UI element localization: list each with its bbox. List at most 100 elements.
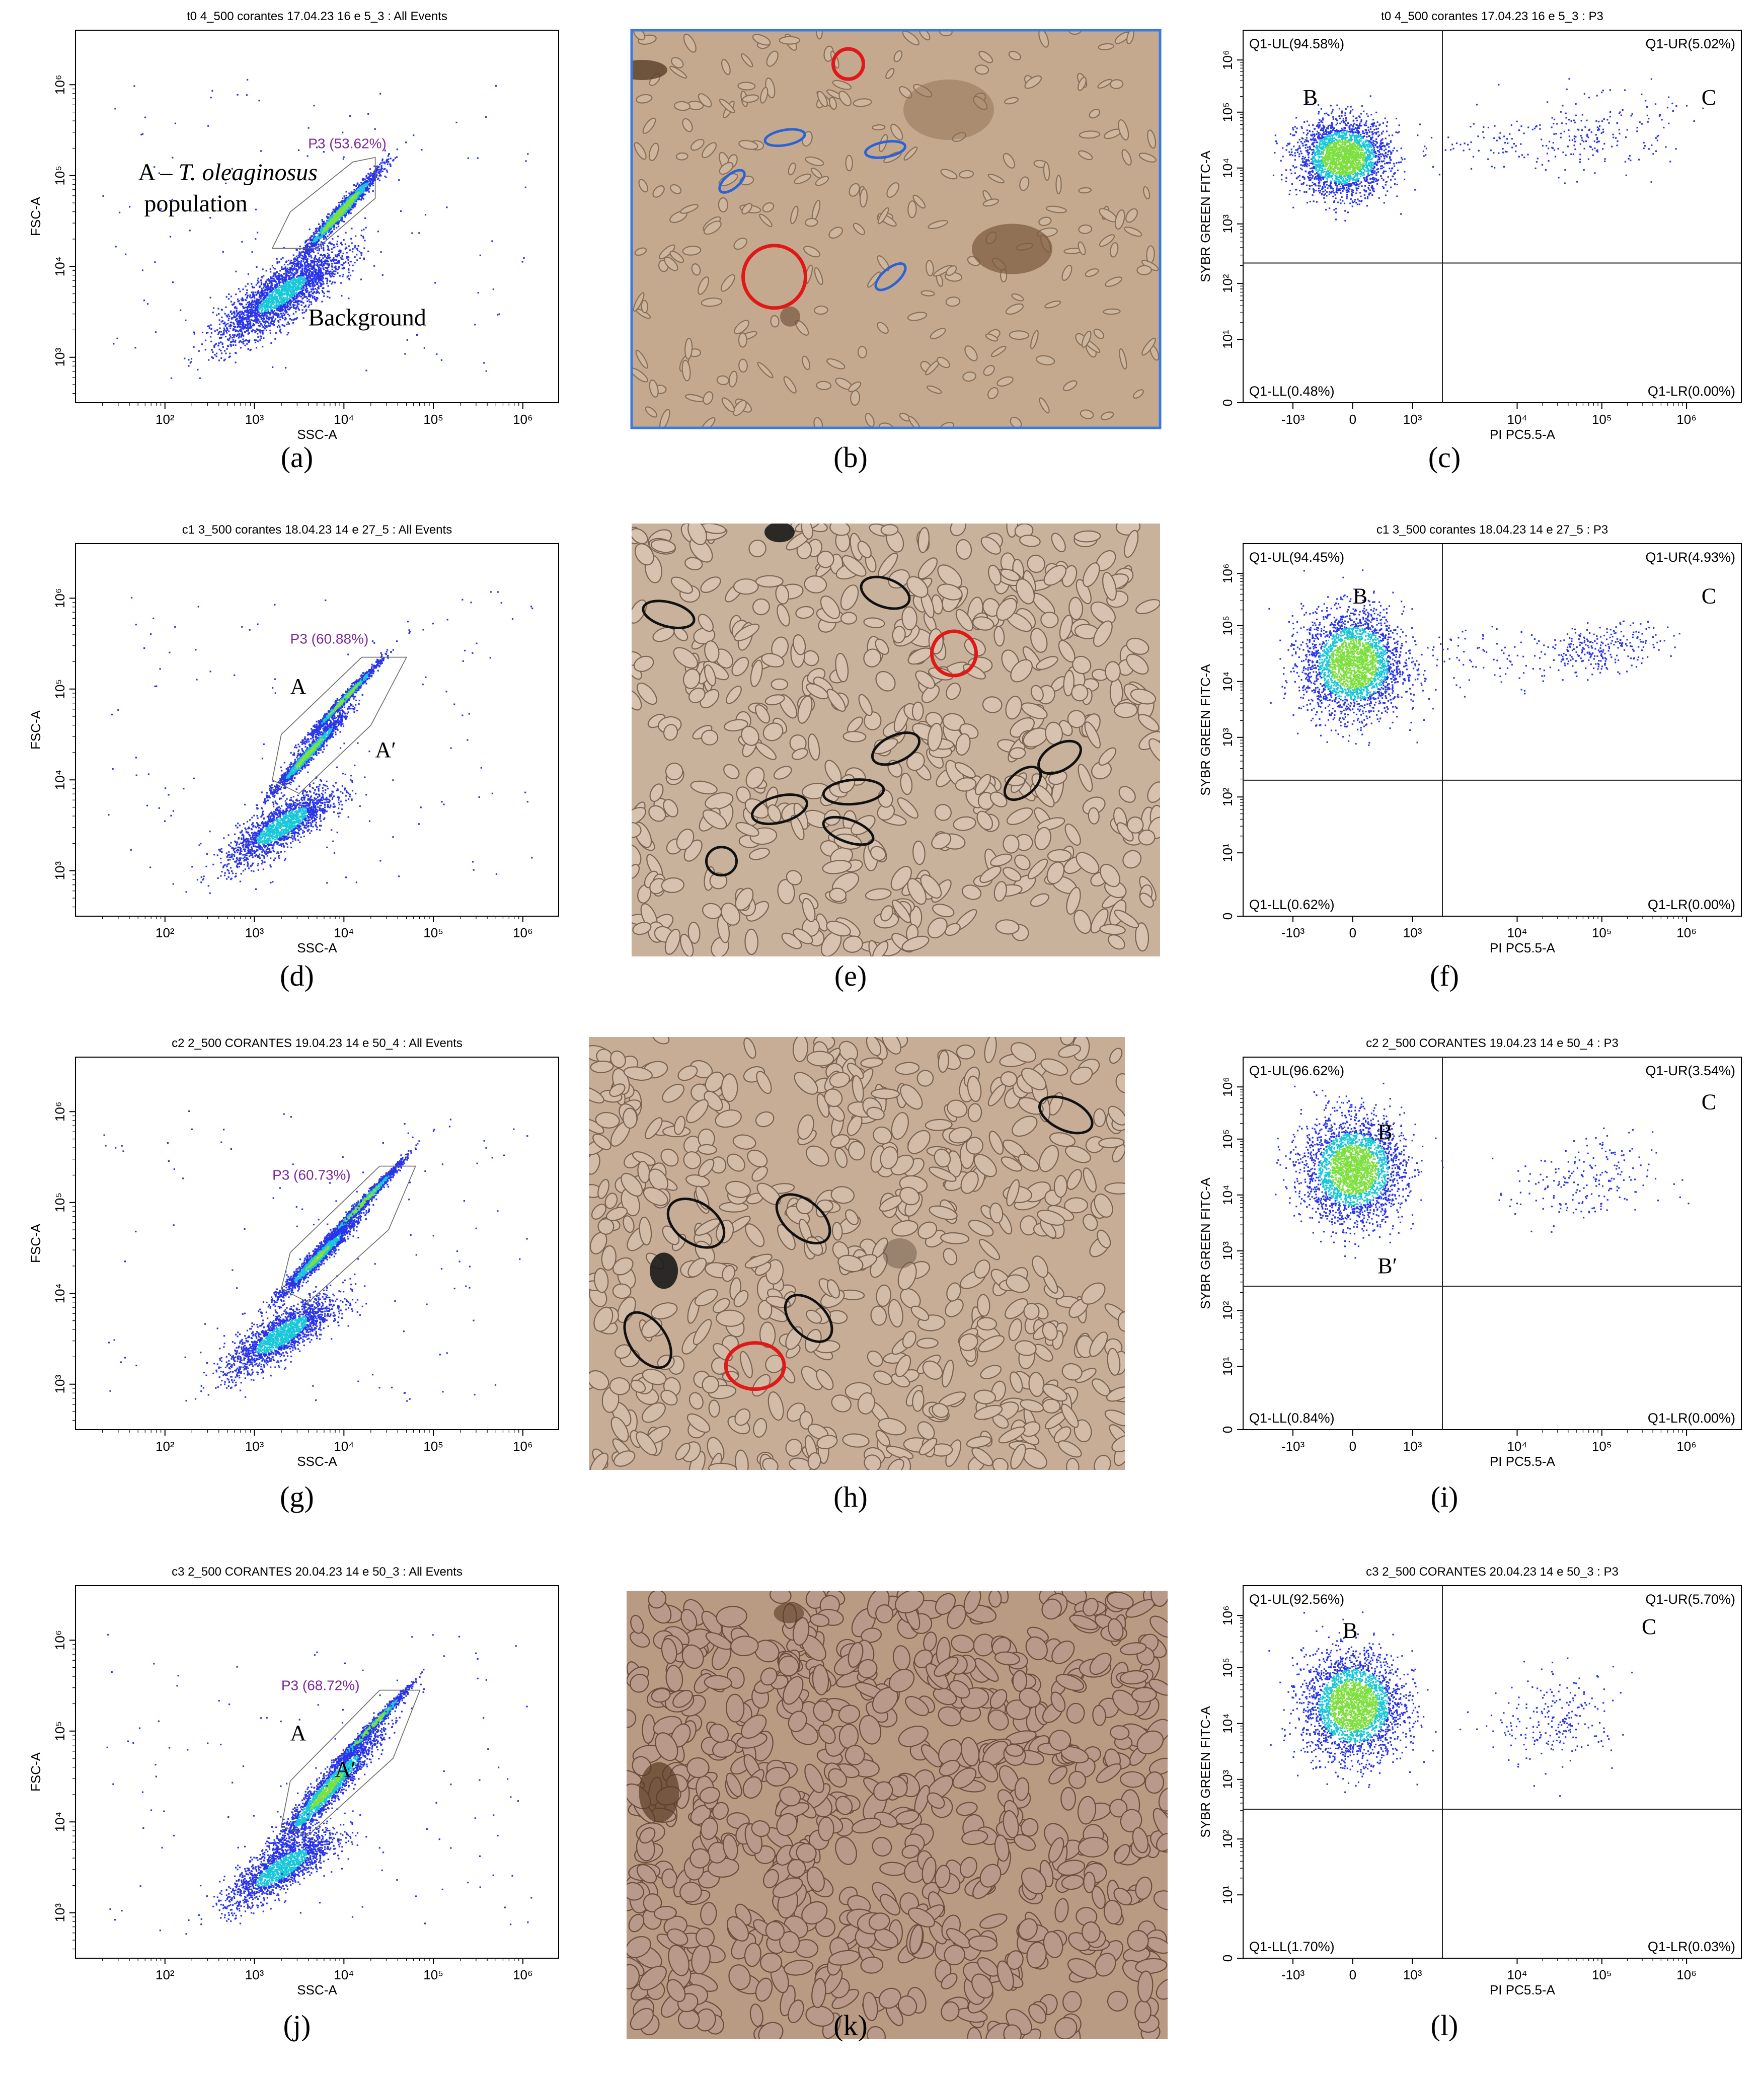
cluster-label: A′ [375, 737, 396, 762]
micrograph-k-svg [627, 1591, 1168, 2039]
event-points [1275, 1082, 1690, 1259]
marker-ellipse-blue [763, 128, 806, 147]
chart-f: c1 3_500 corantes 18.04.23 14 e 27_5 : P… [1183, 513, 1764, 1022]
marker-ellipse-black [1037, 739, 1082, 775]
y-tick-label: 10² [1220, 1301, 1235, 1320]
y-axis-label: SYBR GREEN FITC-A [1198, 1177, 1213, 1309]
chart-title: c2 2_500 CORANTES 19.04.23 14 e 50_4 : P… [1366, 1036, 1619, 1050]
quadrant-ur-label: Q1-UR(3.54%) [1645, 1063, 1735, 1078]
y-tick-label: 10¹ [1220, 843, 1235, 862]
gate-label: P3 (60.88%) [290, 631, 369, 647]
y-tick-label: 10⁵ [1220, 1129, 1235, 1149]
quadrant-lr-label: Q1-LR(0.00%) [1648, 897, 1735, 912]
gate-p3 [280, 1689, 421, 1836]
marker-ellipse-black [705, 846, 738, 877]
x-tick-label: 10⁴ [1507, 1967, 1527, 1982]
gate-label: P3 (53.62%) [308, 136, 387, 152]
plot-frame [1243, 30, 1742, 403]
y-tick-label: 10⁵ [1220, 616, 1235, 636]
cluster-label: A′ [335, 1757, 356, 1782]
y-tick-label: 10⁴ [52, 1283, 67, 1303]
y-tick-label: 10¹ [1220, 330, 1235, 349]
marker-ellipse-blue [718, 169, 746, 194]
x-tick-label: 10³ [245, 1439, 264, 1454]
gate-label: P3 (60.73%) [272, 1167, 351, 1183]
event-points [1268, 1611, 1633, 1797]
panel-caption-b: (b) [800, 440, 901, 474]
panel-caption-h: (h) [800, 1480, 901, 1514]
quadrant-ur-label: Q1-UR(5.02%) [1645, 36, 1735, 51]
cluster-label: B [1303, 85, 1318, 110]
x-tick-label: 0 [1349, 1439, 1356, 1454]
x-tick-label: 10⁴ [334, 925, 354, 940]
quadrant-ll-label: Q1-LL(0.62%) [1249, 897, 1335, 912]
panel-caption-i: (i) [1394, 1480, 1495, 1514]
y-tick-label: 10³ [52, 348, 67, 367]
event-points [1268, 569, 1680, 746]
panel-caption-k: (k) [800, 2009, 901, 2042]
x-tick-label: 10⁵ [423, 925, 443, 940]
y-tick-label: 10⁴ [52, 770, 67, 790]
x-tick-label: 10⁶ [513, 1439, 533, 1454]
y-tick-label: 10⁶ [52, 1101, 67, 1122]
y-axis-label: SYBR GREEN FITC-A [1198, 151, 1213, 282]
y-tick-label: 10⁵ [52, 1721, 67, 1741]
y-tick-label: 10⁶ [52, 588, 67, 608]
x-tick-label: 10⁴ [1507, 412, 1527, 427]
x-tick-label: 10⁴ [334, 412, 354, 427]
x-axis-label: SSC-A [297, 1454, 337, 1469]
micrograph-h-svg [589, 1037, 1125, 1470]
y-tick-label: 10⁶ [1220, 563, 1235, 583]
event-points [106, 1634, 532, 1935]
y-tick-label: 10⁴ [1220, 158, 1235, 178]
cluster-label: C [1702, 85, 1716, 110]
quadrant-ll-label: Q1-LL(0.84%) [1249, 1411, 1335, 1426]
x-tick-label: 10⁵ [1592, 1967, 1612, 1982]
panel-caption-g: (g) [247, 1480, 347, 1514]
x-tick-label: 10² [156, 1967, 175, 1982]
x-axis-label: SSC-A [297, 940, 337, 955]
quadrant-ll-label: Q1-LL(0.48%) [1249, 384, 1335, 399]
micrograph-k [589, 1555, 1170, 2064]
y-tick-label: 10⁶ [1220, 1077, 1235, 1097]
y-tick-label: 10⁴ [1220, 1714, 1235, 1734]
y-tick-label: 10⁶ [52, 75, 67, 95]
y-tick-label: 10⁵ [52, 1193, 67, 1213]
chart-title: c2 2_500 CORANTES 19.04.23 14 e 50_4 : A… [172, 1036, 463, 1050]
quadrant-ur-label: Q1-UR(5.70%) [1645, 1592, 1735, 1607]
x-tick-label: -10³ [1281, 412, 1305, 427]
marker-ellipse-black [1038, 1095, 1094, 1135]
x-tick-label: 10⁶ [513, 925, 533, 940]
x-tick-label: 10⁴ [1507, 1439, 1527, 1454]
chart-d-svg: c1 3_500 corantes 18.04.23 14 e 27_5 : A… [28, 523, 559, 955]
x-tick-label: 10³ [245, 925, 264, 940]
x-axis-label: PI PC5.5-A [1490, 427, 1556, 442]
x-tick-label: 10⁵ [1592, 1439, 1612, 1454]
x-tick-label: -10³ [1281, 925, 1305, 940]
quadrant-ll-label: Q1-LL(1.70%) [1249, 1939, 1335, 1954]
x-tick-label: 10⁵ [1592, 412, 1612, 427]
plot-frame [1243, 1585, 1742, 1959]
x-tick-label: 10⁶ [513, 1967, 533, 1982]
gate-label: P3 (68.72%) [281, 1678, 360, 1693]
chart-g: c2 2_500 CORANTES 19.04.23 14 e 50_4 : A… [0, 1027, 581, 1535]
y-tick-label: 10³ [52, 1903, 67, 1922]
chart-a: t0 4_500 corantes 17.04.23 16 e 5_3 : Al… [0, 0, 581, 508]
chart-j-svg: c3 2_500 CORANTES 20.04.23 14 e 50_3 : A… [28, 1565, 559, 1997]
gate-p3 [271, 157, 376, 249]
marker-ellipse-black [623, 1311, 672, 1369]
event-points [102, 79, 529, 379]
quadrant-ul-label: Q1-UL(92.56%) [1249, 1592, 1344, 1607]
quadrant-lr-label: Q1-LR(0.00%) [1648, 384, 1735, 399]
panel-caption-e: (e) [800, 959, 901, 993]
x-tick-label: 10⁴ [334, 1439, 354, 1454]
cluster-label: B′ [1377, 1253, 1397, 1278]
chart-title: c3 2_500 CORANTES 20.04.23 14 e 50_3 : A… [172, 1565, 463, 1579]
chart-title: c1 3_500 corantes 18.04.23 14 e 27_5 : A… [182, 523, 452, 537]
marker-ellipse-black [775, 1193, 831, 1245]
y-axis-label: SYBR GREEN FITC-A [1198, 1706, 1213, 1838]
micrograph-h [589, 1027, 1170, 1535]
y-tick-label: 10⁵ [1220, 1658, 1235, 1678]
x-axis-label: PI PC5.5-A [1490, 1982, 1556, 1997]
chart-title: t0 4_500 corantes 17.04.23 16 e 5_3 : Al… [187, 10, 447, 23]
